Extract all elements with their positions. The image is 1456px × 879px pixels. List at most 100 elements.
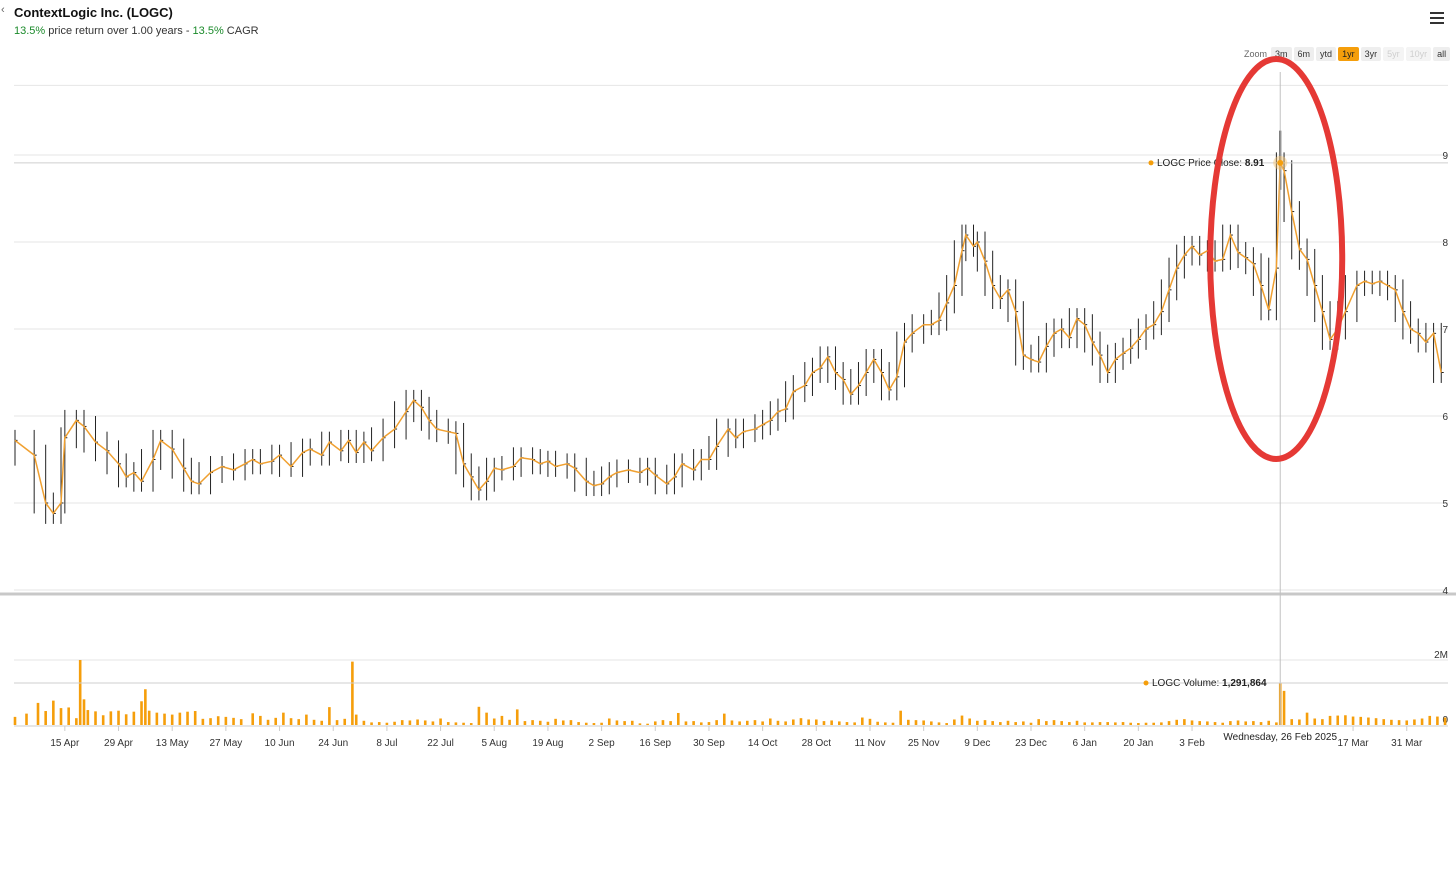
volume-bar[interactable] [968,718,971,726]
volume-bar[interactable] [953,719,956,725]
volume-bar[interactable] [1244,721,1248,725]
volume-bar[interactable] [1183,719,1186,725]
volume-bar[interactable] [899,710,902,725]
volume-bar[interactable] [1091,722,1094,725]
volume-bar[interactable] [94,711,97,725]
volume-bar[interactable] [799,718,803,725]
volume-bar[interactable] [454,722,458,725]
volume-bar[interactable] [830,720,833,725]
volume-bar[interactable] [868,718,872,725]
volume-bar[interactable] [1374,718,1378,725]
volume-bar[interactable] [776,720,780,725]
volume-bar[interactable] [907,719,910,725]
volume-bar[interactable] [362,720,366,725]
volume-bar[interactable] [86,710,90,725]
volume-bar[interactable] [607,718,611,726]
volume-bar[interactable] [523,721,527,725]
volume-bar[interactable] [884,722,887,725]
volume-bar[interactable] [1382,719,1386,725]
volume-bar[interactable] [914,720,918,725]
volume-bar[interactable] [676,712,680,725]
volume-bar[interactable] [67,707,70,725]
volume-bar[interactable] [715,720,718,725]
volume-bar[interactable] [186,711,189,725]
volume-bar[interactable] [1267,720,1271,725]
volume-bar[interactable] [1359,716,1363,725]
volume-bar[interactable] [1221,722,1225,725]
volume-bar[interactable] [1428,715,1432,725]
volume-bar[interactable] [1397,720,1401,725]
volume-bar[interactable] [661,720,665,725]
volume-bar[interactable] [745,720,749,725]
volume-bar[interactable] [1045,721,1048,725]
volume-bar[interactable] [592,723,596,725]
volume-bar[interactable] [1022,721,1025,725]
volume-bar[interactable] [891,722,895,725]
volume-bar[interactable] [1029,722,1033,725]
volume-bar[interactable] [485,712,488,725]
volume-bar[interactable] [25,713,28,725]
volume-bar[interactable] [423,720,427,725]
volume-bar[interactable] [224,716,228,725]
volume-bar[interactable] [638,723,642,725]
volume-bar[interactable] [1259,722,1263,725]
volume-bar[interactable] [1236,720,1240,725]
volume-bar[interactable] [36,702,40,725]
volume-bar[interactable] [289,718,293,725]
volume-bar[interactable] [600,722,603,725]
volume-bar[interactable] [699,722,703,725]
volume-bar[interactable] [140,701,143,725]
volume-bar[interactable] [59,708,63,725]
volume-bar[interactable] [1252,721,1255,725]
volume-bar[interactable] [669,721,672,725]
volume-bar[interactable] [1167,721,1171,725]
back-caret[interactable]: ‹ [1,4,5,16]
volume-bar[interactable] [653,721,657,725]
volume-bar[interactable] [259,715,262,725]
volume-bar[interactable] [792,719,795,725]
volume-bar[interactable] [477,706,481,725]
volume-bar[interactable] [1413,719,1416,725]
volume-bar[interactable] [343,718,347,725]
volume-bar[interactable] [738,721,741,725]
volume-bar[interactable] [1443,717,1447,725]
volume-bar[interactable] [216,716,220,725]
volume-bar[interactable] [52,700,55,725]
volume-bar[interactable] [945,723,948,725]
volume-bar[interactable] [853,722,856,725]
volume-bar[interactable] [328,707,331,725]
volume-bar[interactable] [1336,715,1340,725]
zoom-1yr-button[interactable]: 1yr [1338,47,1359,61]
volume-bar[interactable] [1098,722,1102,725]
volume-bar[interactable] [930,721,933,725]
volume-bar[interactable] [646,723,649,725]
volume-bar[interactable] [761,721,764,725]
volume-bar[interactable] [684,721,688,725]
volume-bar[interactable] [393,721,396,725]
volume-bar[interactable] [1275,722,1278,725]
volume-bar[interactable] [1160,722,1163,725]
volume-bar[interactable] [1198,721,1202,725]
volume-bar[interactable] [960,715,964,725]
volume-bar[interactable] [75,718,78,725]
volume-bar[interactable] [500,715,504,725]
volume-bar[interactable] [44,711,47,725]
volume-bar[interactable] [377,722,381,725]
volume-bar[interactable] [508,719,511,725]
volume-bar[interactable] [1420,718,1424,726]
volume-bar[interactable] [531,720,534,725]
volume-bar[interactable] [144,689,147,725]
volume-bar[interactable] [1298,719,1301,725]
volume-bar[interactable] [546,721,550,725]
volume-bar[interactable] [1129,722,1132,725]
volume-bar[interactable] [722,713,726,725]
volume-bar[interactable] [124,714,128,725]
volume-bar[interactable] [201,718,205,725]
volume-bar[interactable] [354,714,358,725]
volume-bar[interactable] [351,661,354,725]
volume-bar[interactable] [1106,722,1109,725]
volume-bar[interactable] [822,721,826,725]
volume-bar[interactable] [1152,722,1155,725]
highlight-point[interactable] [1277,159,1284,166]
